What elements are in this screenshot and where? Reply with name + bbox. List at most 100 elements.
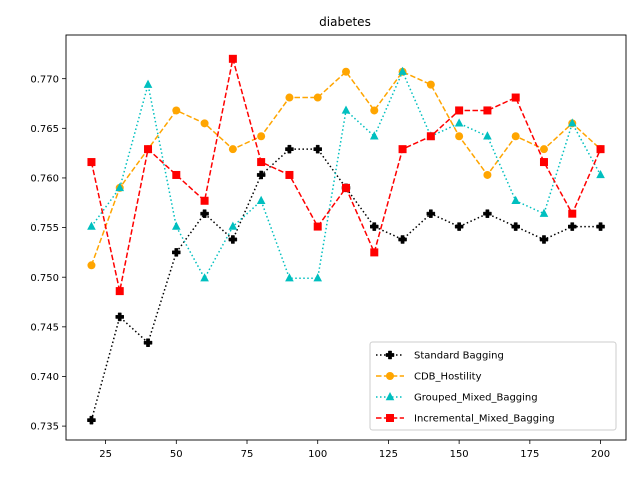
data-point [370,106,379,115]
x-tick-label: 100 [308,449,327,460]
data-point [596,169,605,179]
data-point [370,248,379,257]
data-point [200,209,209,218]
data-point [285,170,294,179]
x-tick-label: 75 [241,449,254,460]
x-tick-label: 200 [591,449,610,460]
data-point [257,132,266,141]
legend-entry-3: Grouped_Mixed_Bagging [376,392,538,404]
data-point [228,221,238,230]
y-tick-label: 0.740 [30,372,59,383]
data-point [483,106,492,115]
data-point [285,273,294,282]
data-point [200,119,209,128]
data-point [313,93,322,102]
series-line [90,69,602,280]
axes-frame [65,34,627,441]
y-tick-label: 0.770 [30,74,59,85]
legend-marker [385,392,395,401]
data-point [454,222,464,231]
data-point [115,287,124,296]
data-point [87,261,96,270]
legend-marker [385,350,395,360]
data-point [87,415,96,425]
data-point [228,235,238,244]
legend-label: Standard Bagging [414,351,504,362]
data-point [398,66,407,75]
data-point [172,221,181,230]
data-point [115,312,124,322]
legend-label: CDB_Hostility [414,372,482,383]
data-point [285,93,294,102]
data-point [228,54,237,63]
y-tick-label: 0.750 [30,273,59,284]
data-point [87,158,96,167]
data-point [511,222,520,231]
x-tick-label: 25 [99,449,112,460]
data-point [87,221,96,230]
data-point [313,144,322,154]
legend-entry-2: CDB_Hostility [376,372,482,383]
legend-marker [386,372,394,380]
data-point [172,170,181,179]
data-point [398,235,407,244]
data-point [539,145,548,154]
x-tick-label: 125 [379,449,398,460]
legend-label: Grouped_Mixed_Bagging [414,393,538,404]
data-point [596,145,605,154]
data-point [313,222,322,231]
data-point [398,145,407,154]
data-point [539,208,549,217]
data-point [342,67,350,76]
data-point [483,131,492,140]
data-point [511,195,520,204]
data-point [143,338,153,347]
data-point [483,170,492,179]
data-point [483,209,492,218]
legend-marker [386,414,394,422]
y-tick-label: 0.745 [30,322,59,333]
legend-box [369,341,617,431]
data-point [426,80,435,89]
data-point [539,158,548,167]
data-point [455,106,464,115]
data-point [256,170,266,180]
legend-entry-4: Incremental_Mixed_Bagging [376,414,555,425]
series-line [90,70,602,266]
data-point [144,145,153,154]
legend-label: Incremental_Mixed_Bagging [414,414,555,425]
data-point [426,132,435,141]
axes: 25 50 75 100 125 150 175 200 0.735 0.740 0.745 0.75… [30,34,627,460]
series-3 [87,66,605,282]
data-point [454,118,464,127]
data-point [341,105,351,114]
legend: Standard Bagging CDB_Hostility Grouped_Mix… [369,341,617,431]
data-point [342,183,350,192]
data-point [568,209,577,218]
data-point [200,273,209,282]
y-tick-label: 0.760 [30,174,59,185]
x-tick-label: 50 [170,449,183,460]
data-point [115,182,125,192]
data-point [285,144,294,154]
y-tick-label: 0.755 [30,223,59,234]
data-point [568,222,577,231]
data-point [455,132,464,141]
x-tick-label: 150 [450,449,469,460]
legend-entry-1: Standard Bagging [376,351,504,362]
x-tick-label: 175 [520,449,539,460]
series-4 [87,54,605,296]
data-point [370,222,379,231]
data-point [539,235,549,244]
data-point [567,118,577,127]
data-point [369,131,379,140]
data-point [143,79,153,88]
data-point [172,106,181,115]
data-point [511,132,520,141]
data-point [511,93,520,102]
data-point [313,273,323,282]
data-point [200,196,209,205]
data-point [256,195,266,204]
data-point [426,209,436,218]
